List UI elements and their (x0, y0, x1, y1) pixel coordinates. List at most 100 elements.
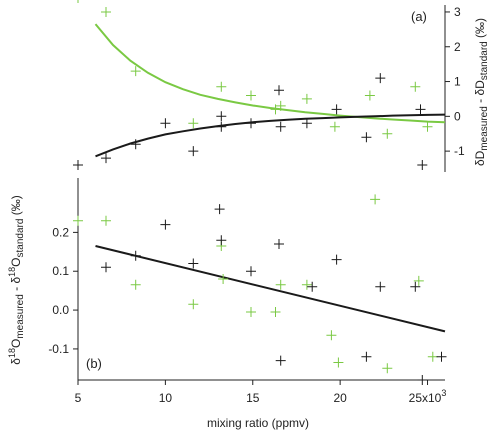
green-data-point (333, 357, 344, 368)
bottom-panel-y-ticks: -0.1 0.0 0.1 0.2 (48, 225, 78, 356)
green-data-point (301, 279, 312, 290)
green-data-point (270, 307, 281, 317)
black-data-point (375, 281, 386, 292)
green-data-point (382, 128, 393, 139)
green-data-point (326, 330, 337, 341)
top-ylabel-sub-measured: measured (479, 106, 490, 150)
bottom-ylabel-sub-standard: standard (15, 219, 26, 258)
green-data-point (130, 279, 141, 290)
panel-b-label: (b) (86, 356, 102, 371)
black-data-point (216, 121, 227, 132)
black-data-point (275, 121, 286, 132)
bottom-ylabel-sub-measured: measured (15, 294, 26, 338)
green-data-point (246, 90, 256, 101)
black-data-point (216, 111, 227, 122)
black-data-point (73, 160, 83, 170)
top-panel-points (73, 0, 433, 170)
black-data-point (160, 118, 171, 129)
black-data-point (101, 153, 111, 164)
y-tick-label: 0.1 (52, 264, 69, 278)
black-data-point (101, 262, 111, 273)
black-data-point (246, 266, 256, 277)
green-data-point (275, 100, 286, 111)
green-data-point (364, 90, 375, 101)
green-data-point (427, 351, 438, 362)
green-data-point (216, 81, 227, 92)
y-tick-label: -0.1 (48, 342, 69, 356)
x-tick-exponent: 3 (441, 388, 446, 398)
bottom-ylabel-sup-18b: 18 (7, 267, 17, 277)
green-data-point (188, 299, 199, 310)
top-ylabel-minus: - δD (473, 80, 487, 106)
top-ylabel-unit: (‰) (473, 18, 487, 41)
black-data-point (160, 219, 171, 230)
green-fit-line (94, 23, 446, 124)
top-ylabel-delta-d: δD (473, 150, 487, 166)
green-data-point (275, 279, 286, 290)
green-data-point (413, 275, 424, 286)
green-data-point (270, 104, 281, 115)
black-data-point (361, 351, 372, 362)
black-data-point (274, 239, 284, 249)
black-data-point (415, 104, 426, 115)
green-data-point (73, 215, 83, 226)
green-data-point (130, 66, 141, 77)
bottom-ylabel-delta: δ (9, 358, 23, 365)
top-panel-fit-lines (94, 23, 446, 158)
top-ylabel-sub-standard: standard (479, 41, 490, 80)
x-axis-label: mixing ratio (ppmv) (207, 416, 309, 430)
green-data-point (101, 7, 111, 17)
x-tick-label: 5 (75, 391, 82, 405)
green-data-point (422, 121, 433, 132)
green-data-point (382, 363, 393, 374)
black-data-point (331, 254, 342, 265)
green-data-point (370, 194, 381, 205)
top-panel-y-ticks: -1 0 1 2 3 (445, 5, 465, 158)
green-data-point (77, 0, 79, 3)
black-data-point (246, 118, 256, 129)
y-tick-label: 0.2 (52, 225, 69, 239)
black-data-point (331, 104, 342, 115)
green-data-point (410, 81, 421, 92)
black-data-point (417, 375, 428, 385)
bottom-ylabel-minus: - δ (9, 277, 23, 295)
bottom-ylabel-o-a: O (9, 339, 23, 348)
x-tick-label: 10 (159, 391, 173, 405)
black-fit-line (95, 113, 446, 158)
black-data-point (436, 351, 447, 362)
black-data-point (375, 73, 386, 84)
panel-a-label: (a) (411, 9, 427, 24)
black-data-point (275, 355, 286, 366)
top-panel-y-axis-label: δDmeasured - δDstandard (‰) (473, 18, 490, 166)
black-data-point (417, 160, 428, 170)
bottom-ylabel-unit: (‰) (9, 195, 23, 218)
black-data-point (216, 235, 227, 246)
green-data-point (101, 215, 111, 226)
black-data-point (361, 132, 372, 143)
black-data-point (130, 139, 141, 150)
y-tick-label: 1 (454, 75, 461, 89)
black-data-point (130, 250, 141, 261)
black-data-point (188, 146, 199, 157)
bottom-panel-fit-lines (95, 245, 446, 333)
y-tick-label: 3 (454, 5, 461, 19)
panel-a: -1 0 1 2 3 (a) δDmeasured - δDstandard (‰) (73, 0, 490, 172)
black-data-point (301, 118, 312, 129)
green-data-point (246, 307, 256, 317)
x-tick-label: 20 (333, 391, 347, 405)
black-data-point (274, 85, 284, 96)
bottom-panel-y-axis-label: δ18Omeasured - δ18Ostandard (‰) (7, 195, 26, 364)
green-data-point (188, 118, 199, 129)
bottom-ylabel-o-b: O (9, 258, 23, 267)
black-data-point (410, 281, 421, 292)
y-tick-label: 2 (454, 40, 461, 54)
green-data-point (329, 121, 340, 132)
black-fit-line (95, 245, 446, 333)
bottom-panel-points (73, 194, 447, 385)
bottom-panel-x-ticks: 5 10 15 20 25x103 (75, 380, 446, 405)
y-tick-label: 0 (454, 109, 461, 123)
bottom-ylabel-sup-18a: 18 (7, 348, 17, 358)
green-data-point (301, 93, 312, 104)
x-tick-label: 15 (246, 391, 260, 405)
